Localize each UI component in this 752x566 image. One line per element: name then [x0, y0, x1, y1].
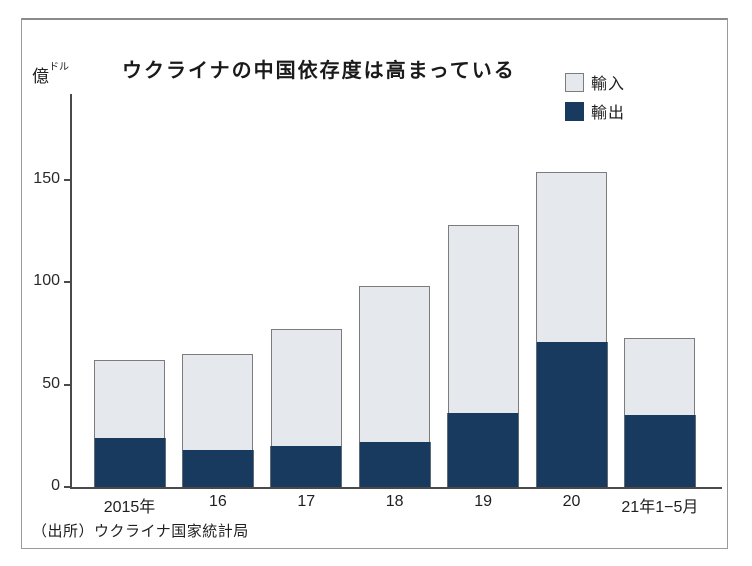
bar-21年1−5月-export-segment: [623, 415, 696, 487]
source-note: （出所）ウクライナ国家統計局: [32, 523, 249, 540]
legend-swatch-export: [565, 101, 584, 121]
x-label-17: 17: [297, 493, 316, 510]
x-label-2015年: 2015年: [103, 499, 156, 516]
bar-16: [181, 353, 254, 487]
y-tick-label-0: 0: [51, 477, 60, 494]
y-tick-50: [64, 383, 70, 386]
bar-18-export-segment: [358, 441, 431, 487]
plot-area: 0 50 100 150 2015年 16 17 18 19 20 21年1−5月: [33, 94, 722, 516]
y-tick-150: [64, 178, 70, 181]
legend-item-import: 輸入: [565, 70, 625, 94]
bar-20: [535, 171, 608, 487]
legend-label-import: 輸入: [591, 76, 626, 93]
chart-card: 億ドル ウクライナの中国依存度は高まっている 輸入 輸出 0 50 100 150 201…: [21, 18, 728, 549]
legend-item-export: 輸出: [565, 99, 625, 123]
bar-19: [447, 225, 520, 487]
bar-20-export-segment: [535, 341, 608, 487]
bar-17-export-segment: [270, 446, 343, 487]
legend-swatch-import: [565, 72, 584, 92]
bar-19-export-segment: [447, 413, 520, 487]
y-tick-label-50: 50: [42, 374, 60, 392]
x-label-20: 20: [562, 493, 581, 510]
x-label-18: 18: [385, 493, 404, 510]
x-label-21年1−5月: 21年1−5月: [621, 499, 699, 516]
bar-21年1−5月: [623, 337, 696, 487]
legend: 輸入 輸出: [565, 70, 625, 128]
y-tick-0: [64, 486, 70, 488]
x-label-19: 19: [474, 493, 492, 510]
chart-title: ウクライナの中国依存度は高まっている: [122, 60, 516, 82]
bar-16-export-segment: [181, 450, 254, 487]
bar-17: [270, 329, 343, 487]
x-label-16: 16: [208, 493, 227, 510]
y-tick-label-100: 100: [33, 272, 60, 290]
y-tick-label-150: 150: [33, 169, 60, 187]
bar-18: [358, 286, 431, 487]
bar-2015年-export-segment: [93, 437, 166, 487]
y-axis-unit-label: 億ドル: [32, 62, 69, 87]
legend-label-export: 輸出: [591, 105, 626, 122]
y-axis-unit-sub: ドル: [49, 62, 69, 73]
y-tick-100: [64, 281, 70, 284]
y-axis-unit-main: 億: [32, 67, 49, 86]
bar-2015年: [93, 360, 166, 487]
